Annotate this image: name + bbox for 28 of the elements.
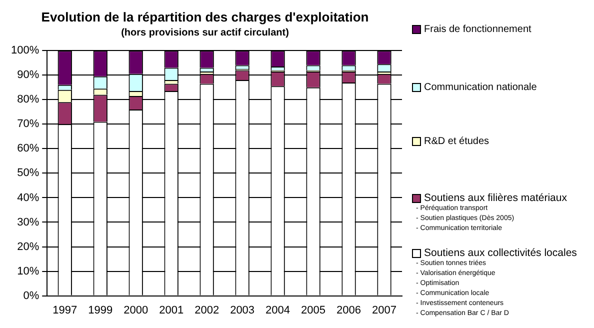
- text: Soutiens aux collectivités locales: [424, 247, 577, 259]
- x-tick-label: 2001: [159, 304, 184, 316]
- x-tick-label: 2004: [266, 304, 290, 316]
- x-tick-label: 2006: [336, 304, 362, 316]
- y-tick-label: 90%: [17, 69, 40, 82]
- x-tick-label: 2007: [372, 304, 396, 316]
- chart-subtitle: (hors provisions sur actif circulant): [121, 27, 289, 38]
- y-tick-label: 20%: [17, 240, 40, 253]
- legend-label: Frais de fonctionnement: [424, 24, 532, 35]
- legend-label: Communication nationale: [424, 82, 537, 93]
- x-tick-label: 2005: [301, 304, 326, 316]
- x-tick-label: 1999: [88, 304, 113, 316]
- y-tick-label: 30%: [17, 216, 40, 228]
- x-tick-label: 1997: [52, 304, 78, 316]
- legend-label: Soutiens aux filières matériaux: [424, 192, 567, 204]
- y-tick-label: 0%: [23, 290, 40, 302]
- y-tick-label: 40%: [17, 192, 40, 204]
- x-tick-label: 2002: [194, 304, 220, 316]
- y-tick-label: 100%: [10, 44, 40, 57]
- y-tick-label: 80%: [17, 94, 40, 106]
- x-tick-label: 2003: [230, 304, 255, 316]
- chart-title: Evolution de la répartition des charges d'exploitation: [41, 9, 369, 24]
- y-tick-label: 50%: [17, 167, 40, 180]
- legend-label: R&D et études: [424, 136, 490, 147]
- x-tick-label: 2000: [124, 304, 148, 316]
- y-tick-label: 10%: [17, 265, 40, 278]
- y-tick-label: 60%: [17, 142, 40, 155]
- y-tick-label: 70%: [17, 118, 40, 130]
